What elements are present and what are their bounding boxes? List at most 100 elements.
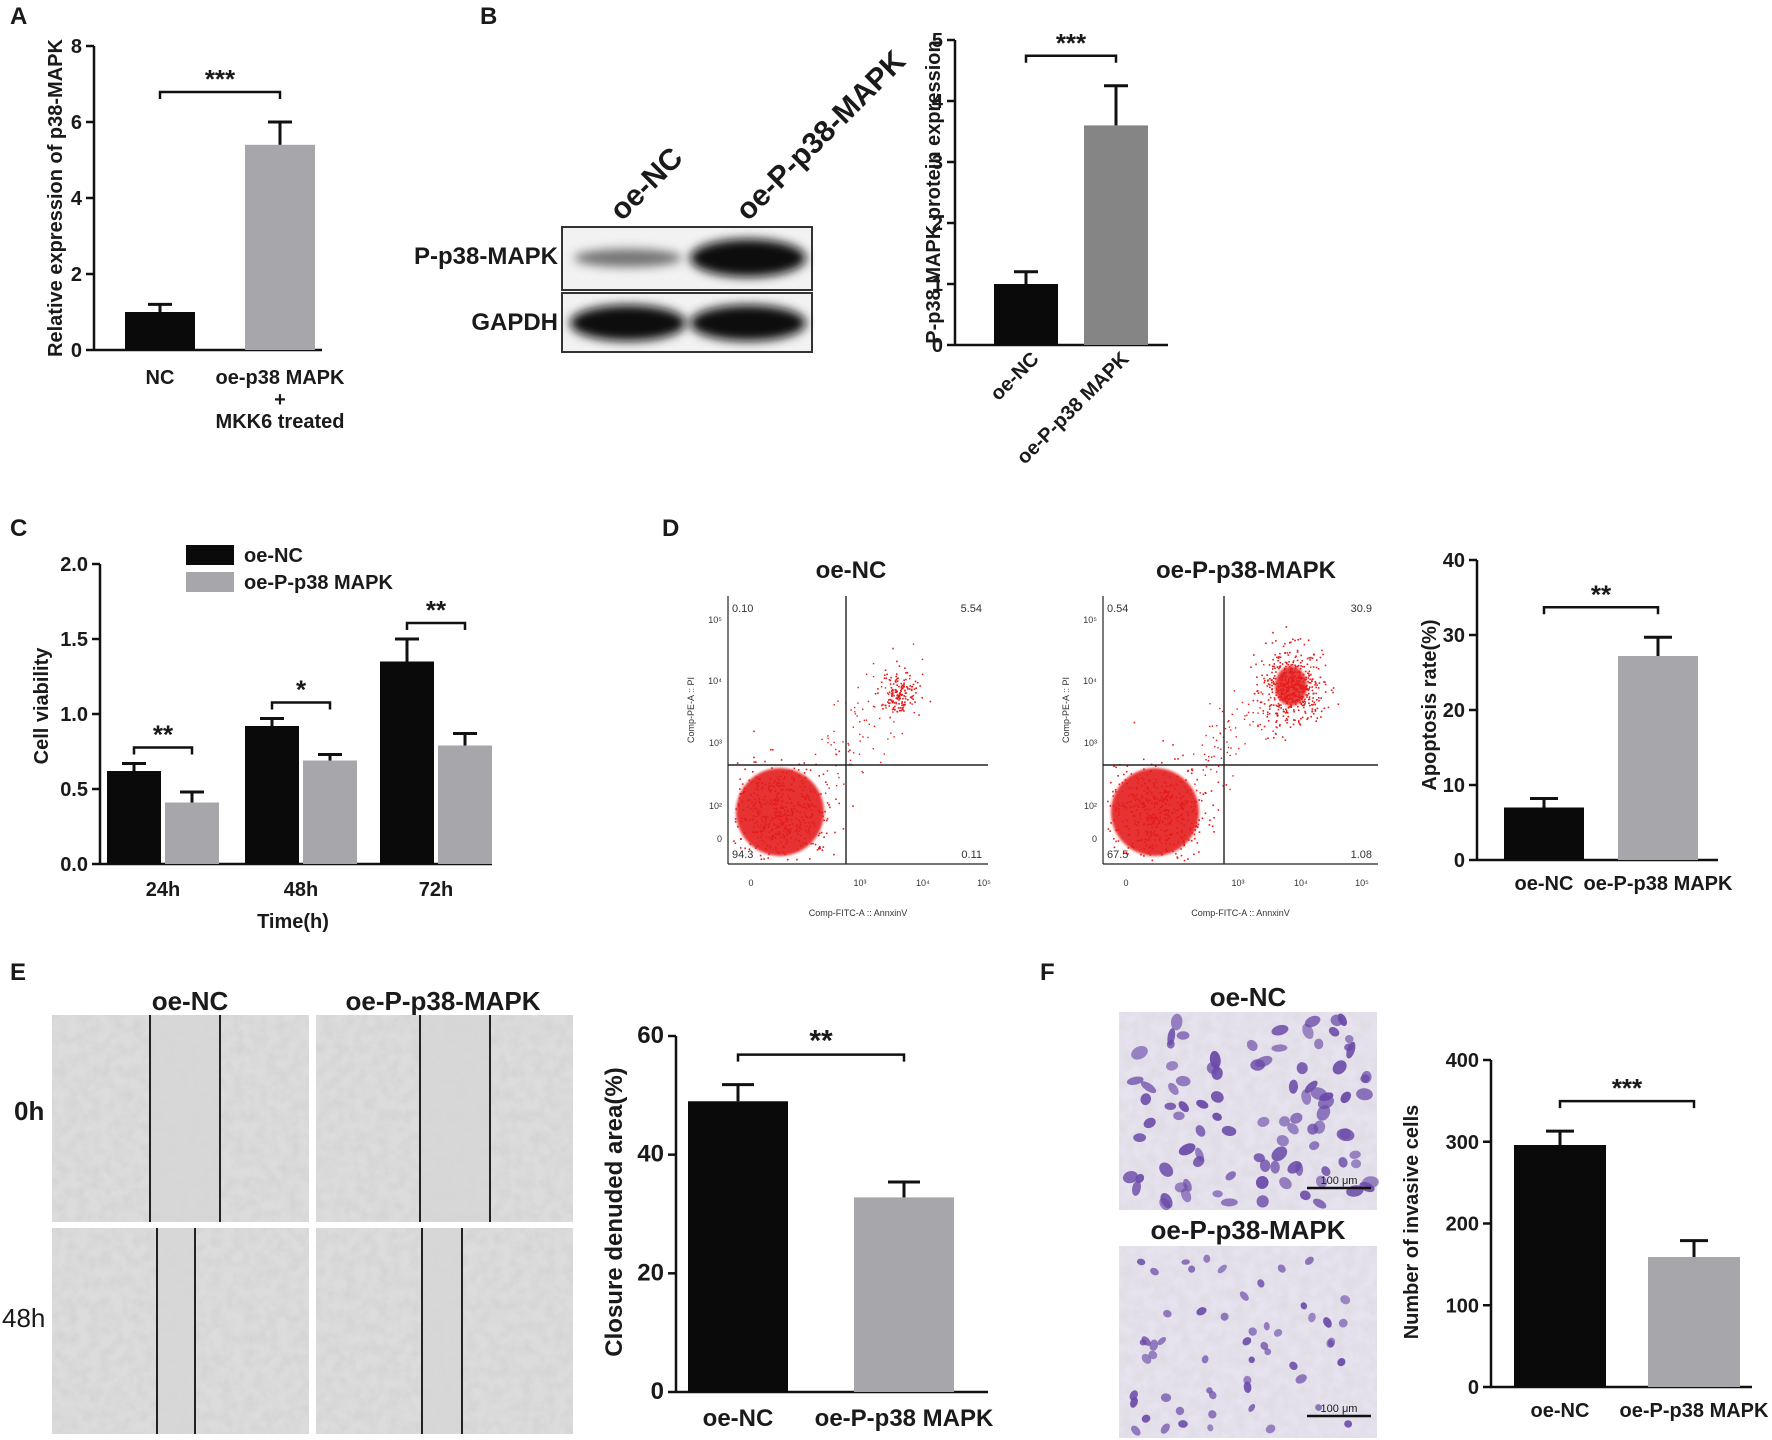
event-dot	[766, 800, 769, 803]
stained-cell	[1304, 1256, 1314, 1265]
event-dot	[1280, 707, 1282, 709]
event-dot	[762, 827, 765, 830]
event-dot	[1307, 698, 1310, 701]
event-dot	[753, 831, 756, 834]
bar-oe-p-p38-mapk	[1618, 656, 1698, 860]
event-dot	[1139, 818, 1142, 820]
event-dot	[1241, 701, 1244, 704]
event-dot	[1154, 817, 1156, 820]
event-dot	[808, 828, 810, 831]
y-tick-label: 2	[71, 264, 82, 286]
event-dot	[769, 777, 772, 780]
event-dot	[1217, 809, 1220, 811]
event-dot	[1276, 705, 1279, 708]
stained-cell	[1130, 1397, 1138, 1408]
y-axis-label: P-p38 MAPK protein expression	[923, 40, 945, 343]
event-dot	[812, 842, 814, 845]
event-dot	[899, 709, 902, 712]
event-dot	[771, 837, 773, 839]
event-dot	[1126, 819, 1128, 822]
stained-cell	[1150, 1267, 1159, 1276]
event-dot	[905, 672, 907, 674]
event-dot	[764, 826, 767, 829]
event-dot	[808, 821, 811, 824]
event-dot	[782, 830, 785, 833]
event-dot	[774, 836, 777, 839]
event-dot	[1321, 649, 1323, 652]
event-dot	[1168, 837, 1171, 840]
event-dot	[1269, 704, 1272, 707]
event-dot	[1165, 790, 1168, 793]
event-dot	[1193, 833, 1196, 836]
event-dot	[1140, 853, 1142, 856]
event-dot	[1115, 809, 1118, 812]
event-dot	[887, 699, 890, 701]
event-dot	[894, 680, 897, 682]
stained-cell	[1299, 1190, 1311, 1201]
category-label: MKK6 treated	[216, 411, 345, 433]
event-dot	[1304, 701, 1307, 703]
event-dot	[1263, 703, 1266, 705]
stained-cell	[1338, 1157, 1348, 1168]
event-dot	[1224, 727, 1227, 730]
stained-cell	[1295, 1374, 1307, 1384]
event-dot	[1114, 788, 1117, 791]
stained-cell	[1136, 1258, 1146, 1266]
event-dot	[1136, 809, 1138, 811]
event-dot	[1149, 854, 1152, 856]
event-dot	[756, 784, 759, 787]
event-dot	[903, 679, 905, 682]
event-dot	[1196, 825, 1198, 828]
flow-events	[1107, 626, 1340, 862]
event-dot	[1268, 693, 1270, 696]
event-dot	[1132, 806, 1134, 809]
wound-image-oe-0h	[316, 1015, 573, 1222]
event-dot	[889, 702, 891, 704]
event-dot	[1127, 795, 1130, 797]
event-dot	[1167, 809, 1170, 812]
wound-col-title-oe: oe-P-p38-MAPK	[345, 986, 540, 1016]
event-dot	[889, 716, 891, 719]
event-dot	[808, 806, 811, 808]
event-dot	[749, 843, 752, 846]
event-dot	[889, 679, 892, 682]
event-dot	[1148, 846, 1150, 849]
event-dot	[773, 807, 776, 810]
event-dot	[901, 704, 903, 707]
event-dot	[761, 839, 763, 842]
flow-x-tick-label: 10³	[853, 878, 866, 888]
event-dot	[872, 705, 875, 708]
event-dot	[1269, 683, 1271, 686]
event-dot	[882, 703, 884, 706]
event-dot	[899, 692, 901, 694]
event-dot	[1109, 805, 1112, 807]
event-dot	[837, 700, 839, 702]
stained-cell	[1181, 1259, 1190, 1265]
event-dot	[1142, 803, 1144, 806]
event-dot	[744, 847, 746, 850]
event-dot	[776, 815, 778, 817]
event-dot	[1149, 790, 1151, 793]
event-dot	[900, 709, 903, 712]
event-dot	[1271, 681, 1273, 684]
event-dot	[1318, 697, 1320, 699]
event-dot	[826, 783, 828, 786]
category-label: +	[274, 389, 286, 411]
event-dot	[1164, 781, 1166, 783]
event-dot	[804, 842, 807, 845]
event-dot	[1253, 692, 1256, 695]
stained-cell	[1220, 1198, 1238, 1207]
event-dot	[1168, 776, 1171, 779]
event-dot	[898, 694, 901, 696]
event-dot	[912, 694, 915, 697]
event-dot	[1198, 799, 1200, 801]
event-dot	[771, 836, 774, 838]
event-dot	[760, 858, 763, 861]
event-dot	[1267, 699, 1270, 701]
event-dot	[1143, 847, 1145, 850]
event-dot	[1317, 687, 1320, 689]
event-dot	[1181, 831, 1183, 833]
event-dot	[1160, 761, 1163, 764]
event-dot	[1183, 834, 1186, 837]
